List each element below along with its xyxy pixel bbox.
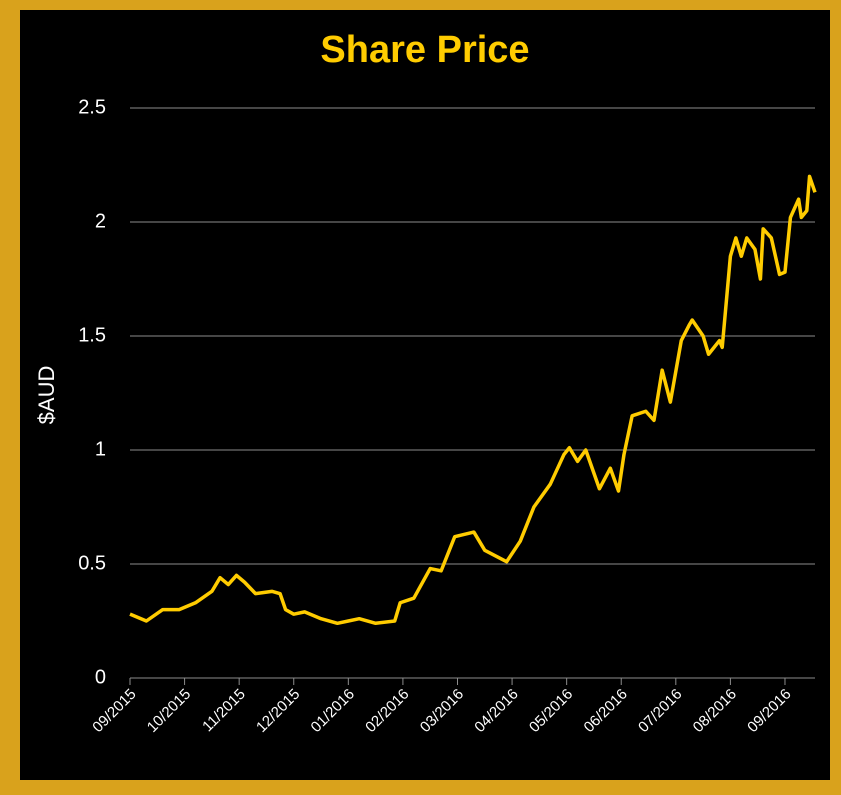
price-line — [129, 174, 817, 626]
panel — [20, 10, 830, 780]
y-tick-label: 1.5 — [78, 324, 106, 346]
chart-title: Share Price — [320, 29, 529, 71]
y-tick-label: 0.5 — [78, 552, 106, 574]
y-tick-label: 2.5 — [78, 96, 106, 118]
y-tick-label: 1 — [95, 438, 106, 460]
y-tick-label: 0 — [95, 666, 106, 688]
y-axis-label: $AUD — [34, 366, 59, 425]
y-tick-label: 2 — [95, 210, 106, 232]
